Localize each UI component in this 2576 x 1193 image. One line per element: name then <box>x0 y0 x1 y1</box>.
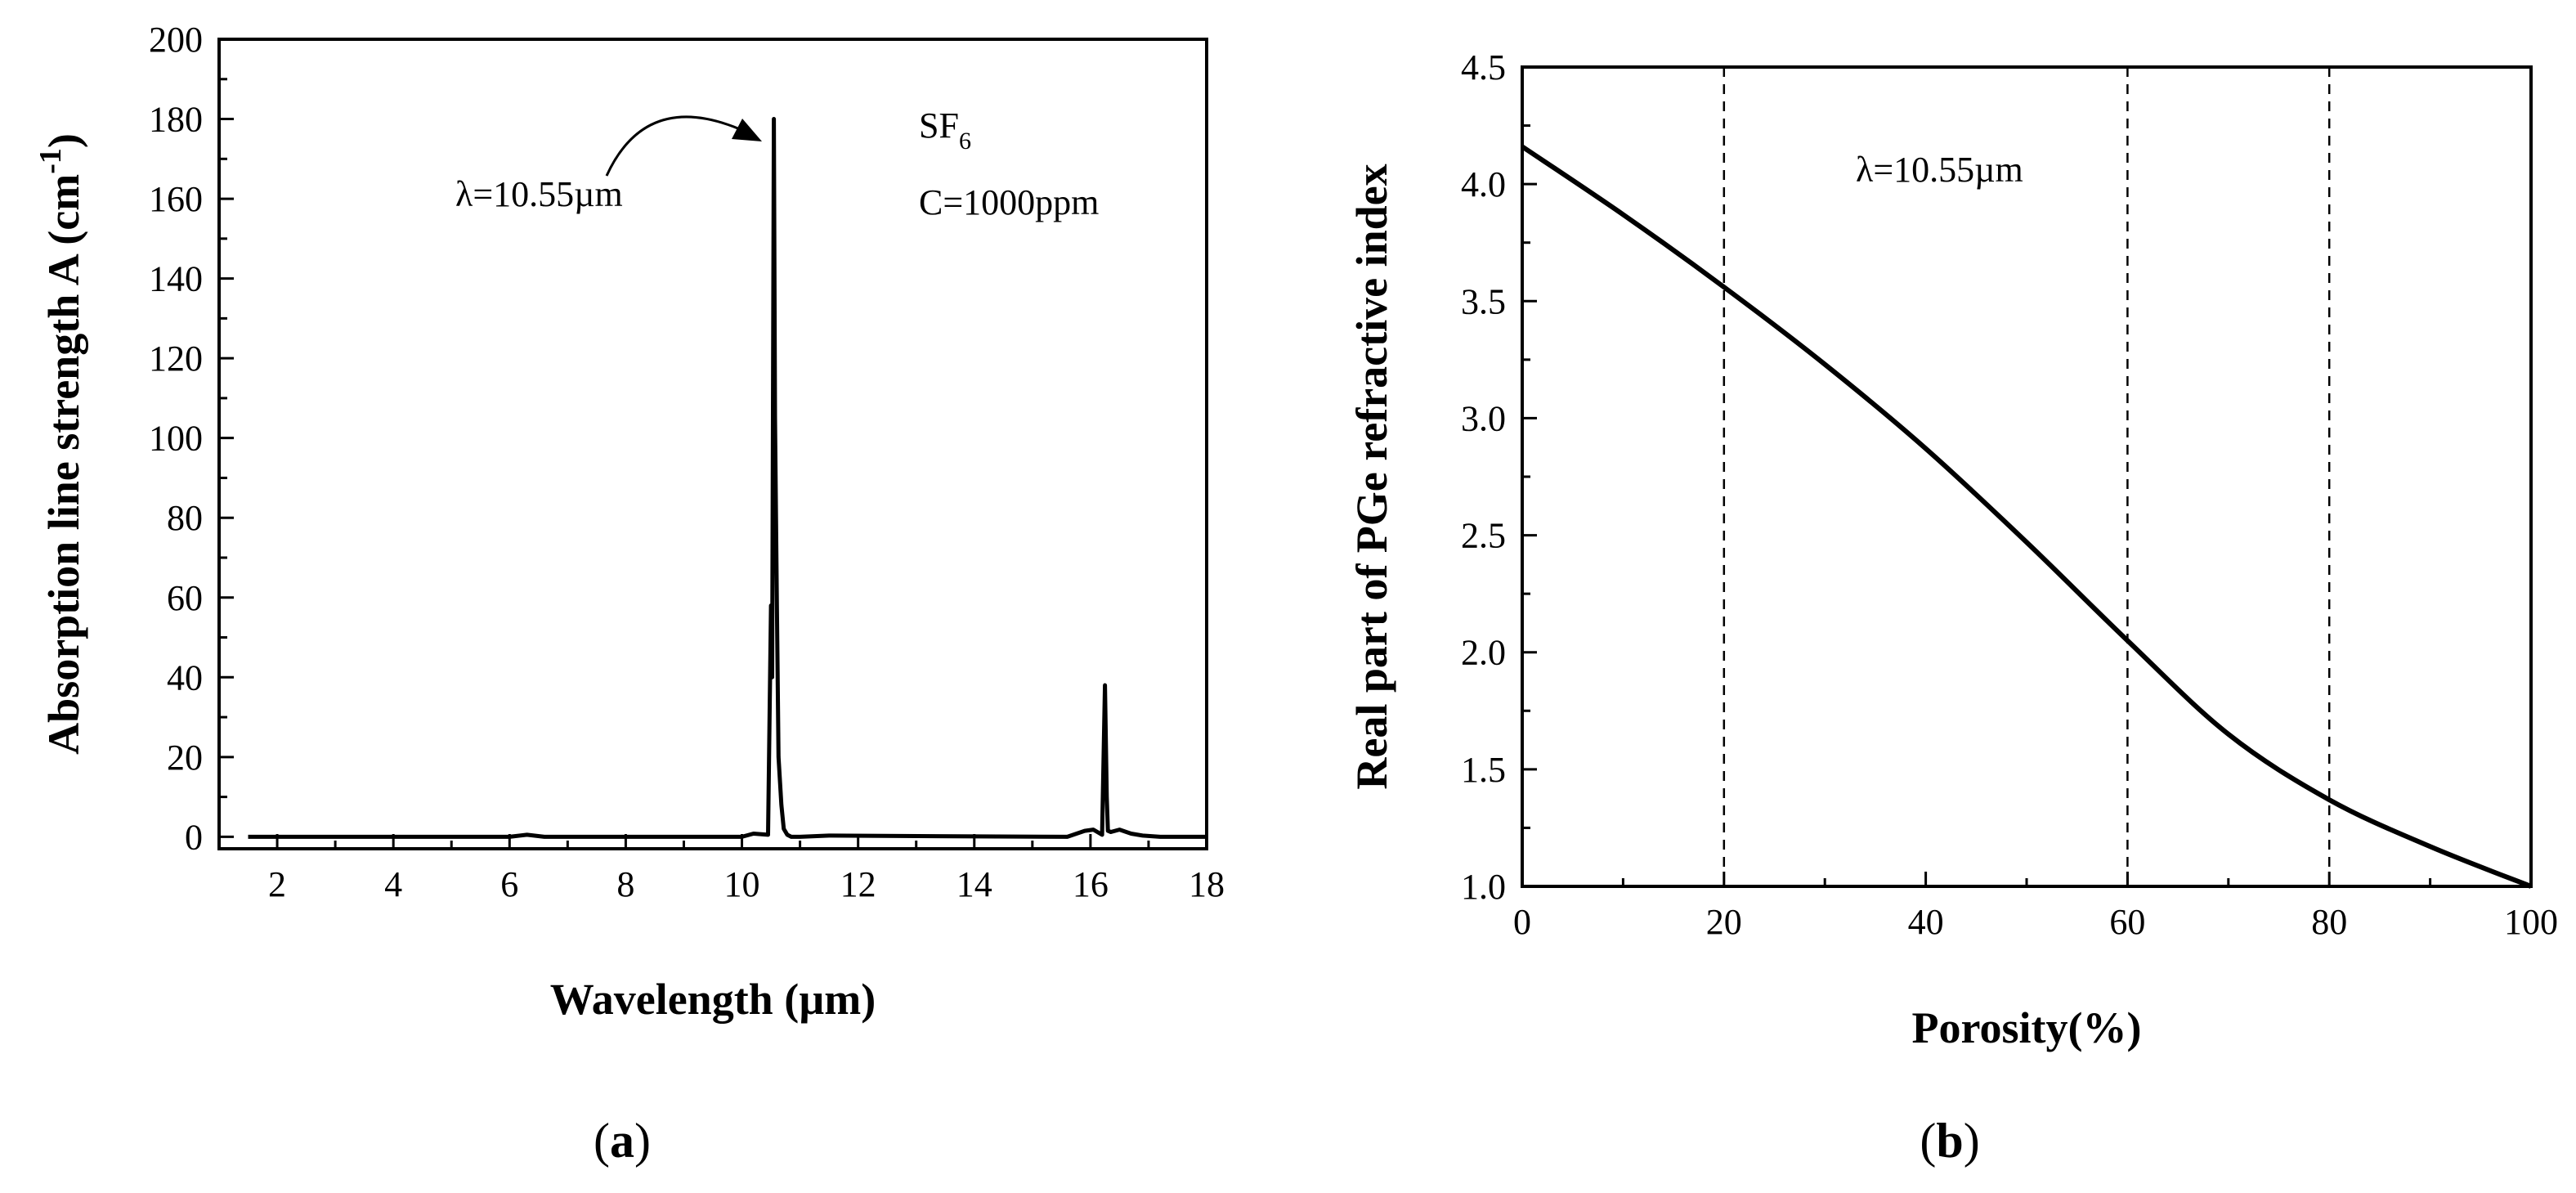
chart-b-y-tick-label: 3.5 <box>1461 281 1506 321</box>
chart-a-x-tick-label: 14 <box>956 864 992 904</box>
chart-b-y-tick-label: 4.5 <box>1461 47 1506 87</box>
chart-a-arrow-head <box>732 119 762 141</box>
chart-b: 0 20 40 60 80 100 1.0 1.5 2.0 2.5 3.0 3.5 4.0 4.5 λ=1… <box>1347 47 2558 1168</box>
chart-a: 2 4 6 8 10 12 14 16 1802040608010012014016018020… <box>34 20 1225 1168</box>
chart-a-y-axis-title: Absorption line strength A (cm-1) <box>34 133 88 755</box>
chart-b-x-tick-label: 60 <box>2109 902 2145 942</box>
chart-b-y-axis-title: Real part of PGe refractive index <box>1347 164 1396 789</box>
chart-b-series-line <box>1521 144 2533 889</box>
chart-a-concentration-label: C=1000ppm <box>919 182 1099 222</box>
chart-a-x-axis-title: Wavelength (µm) <box>550 975 876 1024</box>
chart-b-wavelength-label: λ=10.55µm <box>1856 150 2023 190</box>
chart-a-tick-labels: 2 4 6 8 10 12 14 16 1802040608010012014016018020… <box>149 20 1225 904</box>
chart-a-ticks <box>217 38 1208 849</box>
chart-a-x-tick-label: 18 <box>1189 864 1225 904</box>
chart-a-x-tick-label: 4 <box>384 864 402 904</box>
chart-a-y-tick-label: 160 <box>149 179 203 219</box>
chart-b-y-tick-label: 3.0 <box>1461 398 1506 438</box>
chart-a-x-tick-label: 10 <box>724 864 760 904</box>
chart-b-x-tick-label: 0 <box>1513 902 1531 942</box>
chart-b-y-tick-label: 1.5 <box>1461 750 1506 790</box>
chart-b-reference-lines <box>1723 67 2331 886</box>
chart-b-plot-frame <box>1521 65 2533 888</box>
chart-b-ticks <box>1521 65 2533 888</box>
chart-b-y-tick-label: 2.0 <box>1461 633 1506 673</box>
chart-a-y-tick-label: 140 <box>149 259 203 299</box>
chart-a-y-tick-label: 80 <box>167 498 203 538</box>
chart-b-panel-label: (b) <box>1920 1114 1979 1168</box>
chart-a-x-tick-label: 6 <box>500 864 518 904</box>
chart-a-series-line <box>248 117 1207 839</box>
chart-a-y-tick-label: 120 <box>149 339 203 379</box>
chart-a-y-tick-label: 20 <box>167 738 203 778</box>
chart-a-y-tick-label: 0 <box>185 817 203 857</box>
chart-b-x-tick-label: 80 <box>2311 902 2347 942</box>
chart-a-gas-label: SF6 <box>919 105 971 155</box>
chart-b-y-tick-label: 4.0 <box>1461 164 1506 204</box>
chart-a-y-tick-label: 40 <box>167 657 203 697</box>
chart-a-x-tick-label: 12 <box>840 864 876 904</box>
chart-b-y-tick-label: 2.5 <box>1461 516 1506 556</box>
chart-a-y-tick-label: 180 <box>149 100 203 140</box>
chart-a-y-tick-label: 200 <box>149 20 203 60</box>
chart-a-panel-label: (a) <box>594 1114 651 1168</box>
chart-b-tick-labels: 0 20 40 60 80 100 1.0 1.5 2.0 2.5 3.0 3.5 4.0 4.5 <box>1461 47 2558 942</box>
chart-b-x-axis-title: Porosity(%) <box>1912 1003 2142 1052</box>
chart-b-x-tick-label: 20 <box>1706 902 1742 942</box>
chart-a-y-tick-label: 60 <box>167 578 203 618</box>
chart-a-wavelength-label: λ=10.55µm <box>455 174 623 214</box>
chart-a-y-tick-label: 100 <box>149 419 203 459</box>
chart-a-x-tick-label: 2 <box>268 864 286 904</box>
chart-a-x-tick-label: 16 <box>1073 864 1109 904</box>
chart-b-x-tick-label: 100 <box>2504 902 2558 942</box>
chart-a-x-tick-label: 8 <box>616 864 634 904</box>
chart-a-plot-frame <box>217 38 1208 850</box>
chart-a-annotation-arrow <box>605 115 741 177</box>
chart-b-x-tick-label: 40 <box>1908 902 1944 942</box>
chart-b-y-tick-label: 1.0 <box>1461 867 1506 907</box>
